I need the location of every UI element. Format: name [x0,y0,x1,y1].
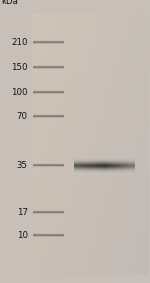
Text: 35: 35 [17,161,28,170]
Text: 100: 100 [11,88,28,97]
Text: 150: 150 [11,63,28,72]
Text: 10: 10 [17,231,28,240]
Text: 17: 17 [17,208,28,217]
Text: 210: 210 [11,38,28,47]
Text: kDa: kDa [2,0,18,6]
Text: 70: 70 [17,112,28,121]
